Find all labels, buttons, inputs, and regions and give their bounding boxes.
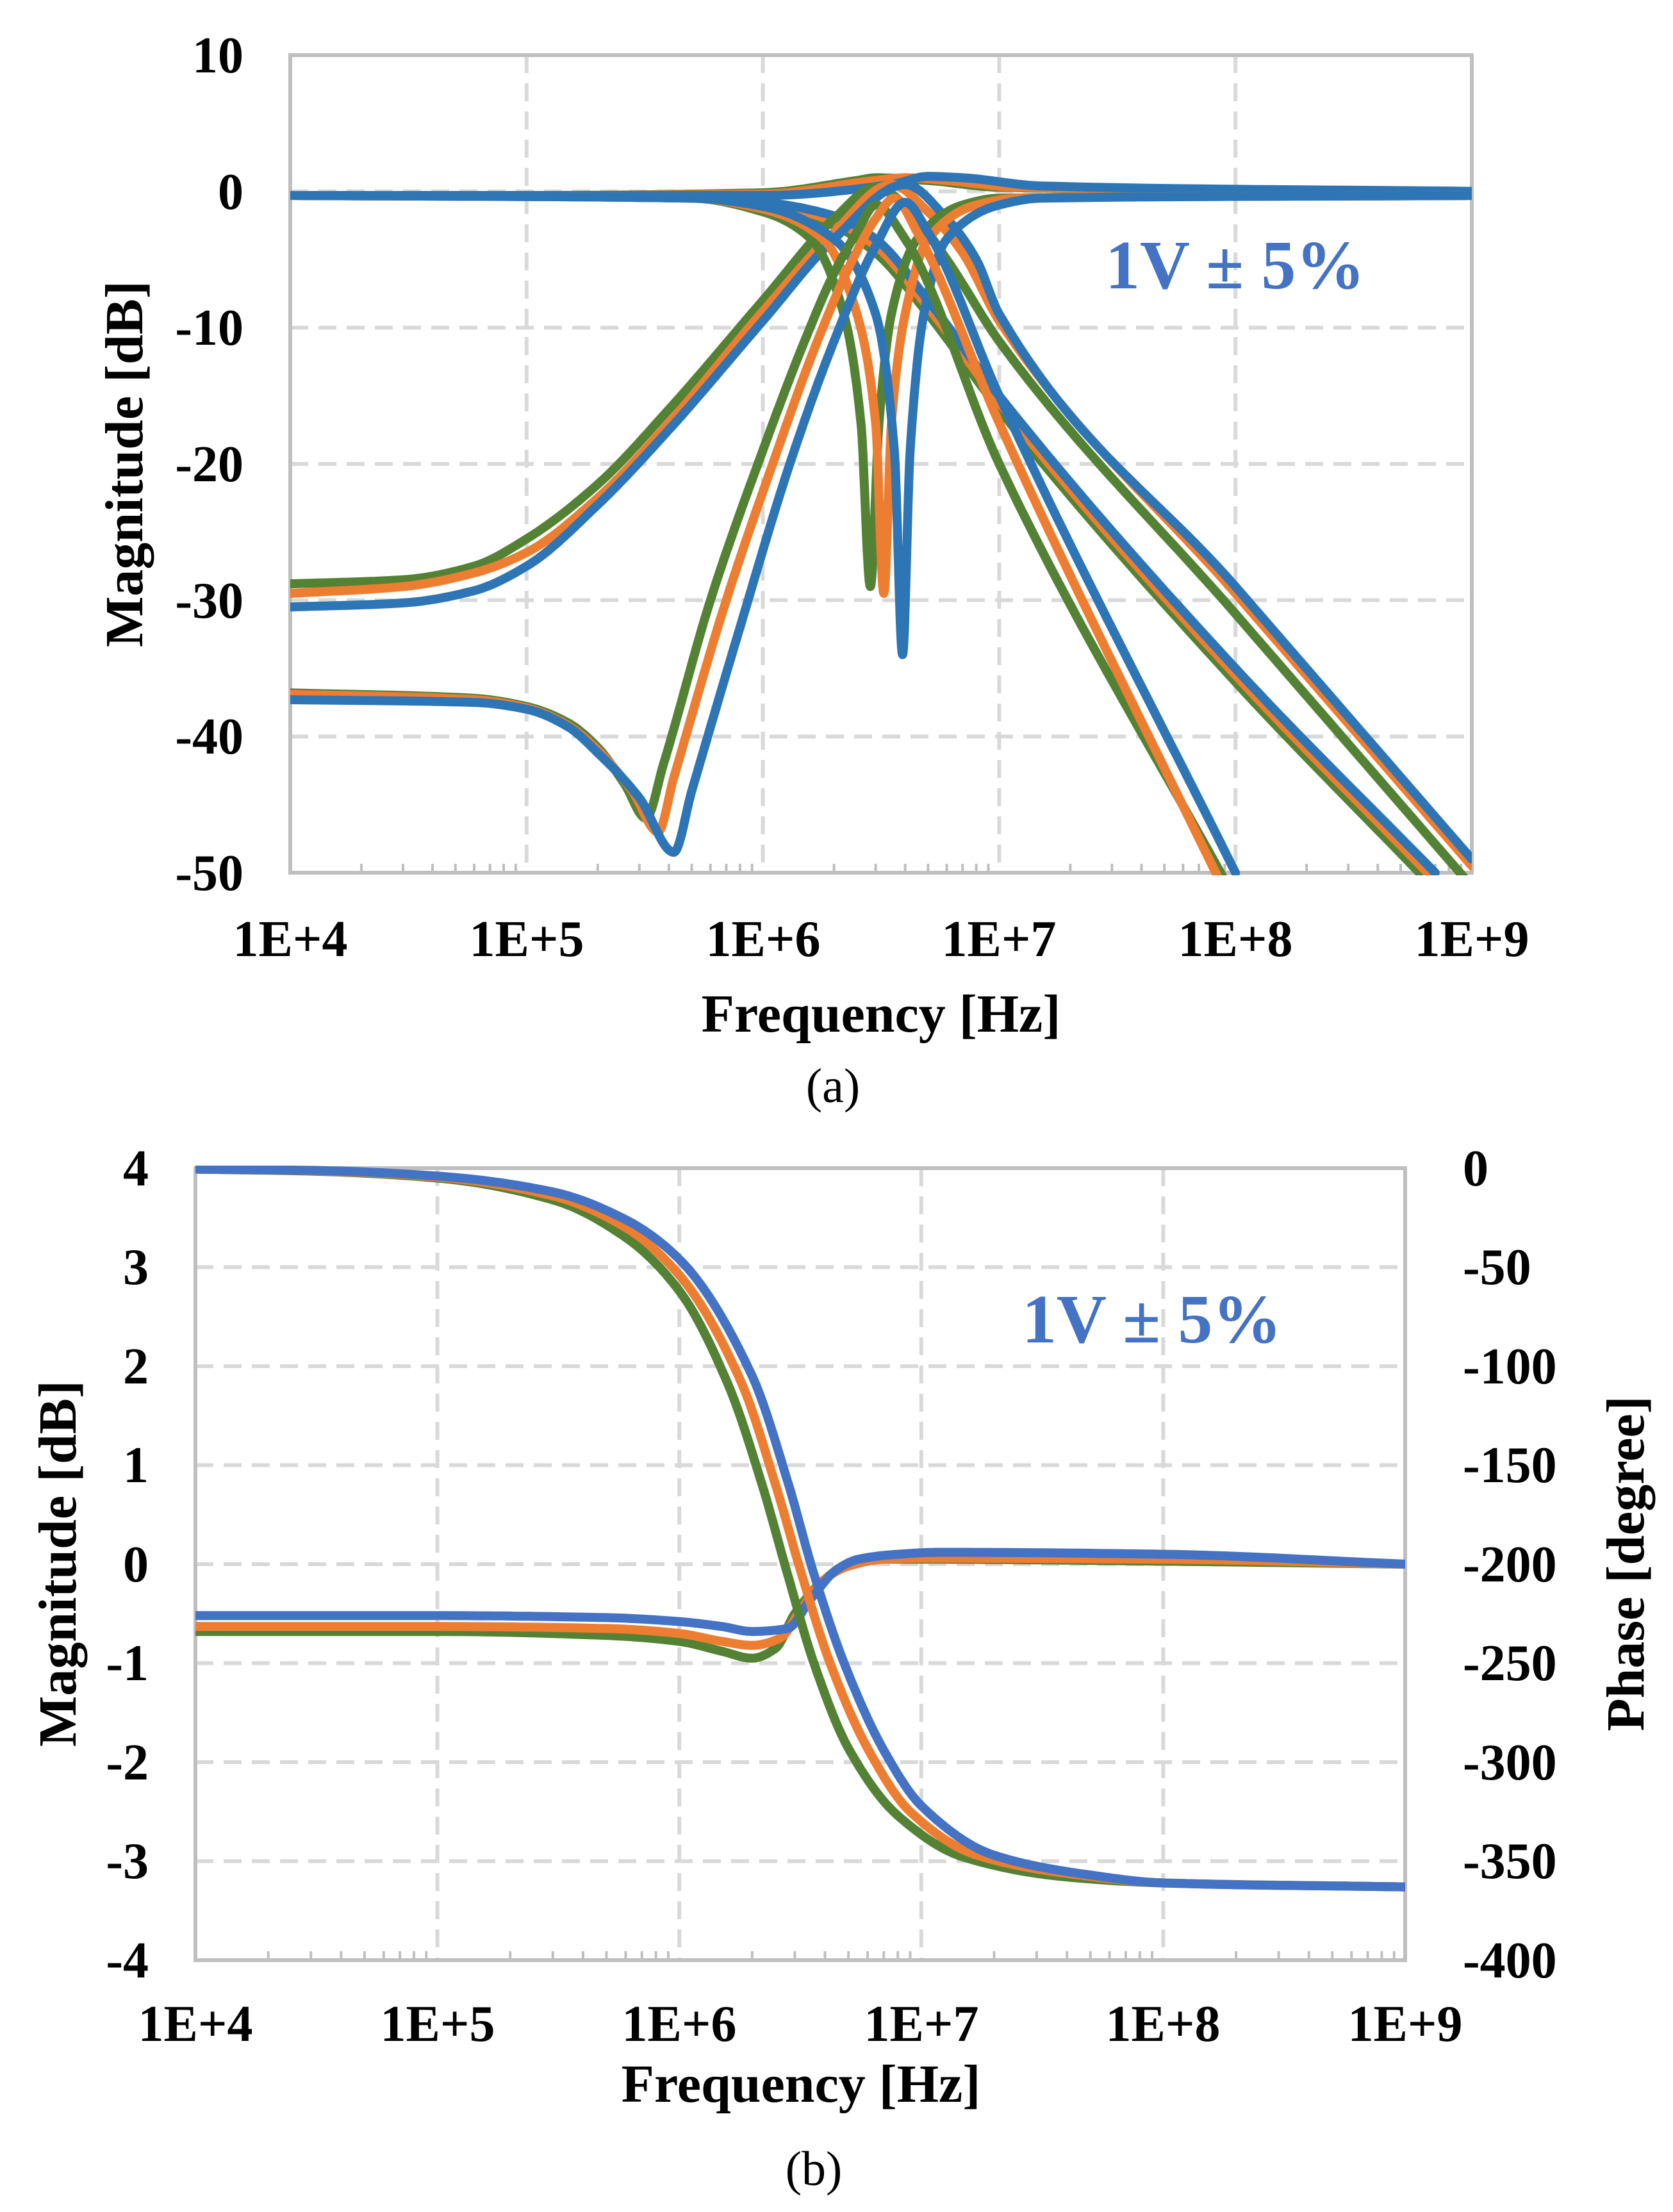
panel-a-x-tick: 1E+8 (1178, 911, 1293, 968)
panel-b-y2-tick: -150 (1463, 1437, 1557, 1494)
panel-a-y-tick: -20 (175, 436, 243, 493)
panel-b-series-group (195, 1166, 1405, 1892)
panel-a-lowpass-notch-blue-line (290, 197, 1240, 875)
panel-a-y-tick: 10 (192, 28, 243, 84)
panel-b-y2-tick: -50 (1463, 1239, 1531, 1296)
panel-a-y-ticks: 10 0 -10 -20 -30 -40 -50 (175, 28, 243, 902)
panel-a-plot-frame (288, 53, 1474, 875)
panel-b: 4 3 2 1 0 -1 -2 -3 -4 0 -50 -100 -150 -2… (28, 1141, 1656, 2196)
panel-a-bandpass-blue-line (290, 180, 1472, 864)
panel-a-x-axis-title: Frequency [Hz] (702, 984, 1061, 1044)
panel-a-y-tick: -50 (175, 845, 243, 902)
panel-b-y2-tick: -350 (1463, 1833, 1557, 1890)
panel-b-y2-tick: -100 (1463, 1339, 1557, 1395)
panel-b-y-axis-title: Magnitude [dB] (28, 1380, 88, 1747)
panel-a-y-tick: -30 (175, 573, 243, 629)
panel-b-y2-tick: -200 (1463, 1537, 1557, 1593)
panel-b-y-tick: -3 (106, 1833, 149, 1890)
panel-b-x-tick: 1E+4 (138, 1996, 253, 2052)
panel-b-y-tick: 3 (123, 1239, 149, 1296)
panel-b-annotation: 1V ± 5% (1022, 1282, 1282, 1358)
panel-b-series (195, 1166, 1405, 1892)
panel-b-x-tick: 1E+6 (622, 1996, 737, 2052)
panel-b-label: (b) (786, 2142, 843, 2196)
panel-b-x-tick: 1E+8 (1106, 1996, 1221, 2052)
panel-a-series-group (290, 172, 1472, 875)
panel-a-x-tick: 1E+7 (942, 911, 1057, 968)
panel-b-y-tick: -1 (106, 1635, 149, 1692)
panel-a-annotation: 1V ± 5% (1105, 227, 1365, 304)
panel-b-y-tick: 4 (123, 1141, 149, 1197)
panel-a-y-tick: -10 (175, 300, 243, 356)
panel-b-y2-tick: -400 (1463, 1933, 1557, 1989)
panel-a-y-axis-title: Magnitude [dB] (95, 281, 154, 647)
panel-b-x-tick: 1E+7 (864, 1996, 979, 2052)
panel-a-notch-blue-line (290, 191, 1472, 659)
panel-a: 10 0 -10 -20 -30 -40 -50 1E+4 1E+5 1E+6 … (95, 28, 1529, 1113)
panel-a-series (290, 172, 1472, 875)
panel-a-x-ticks: 1E+4 1E+5 1E+6 1E+7 1E+8 1E+9 (233, 911, 1529, 968)
panel-b-phase-blue-line (195, 1166, 1405, 1892)
panel-b-y-tick: -2 (106, 1735, 149, 1791)
panel-b-y2-tick: -300 (1463, 1735, 1557, 1791)
panel-b-grid (195, 1168, 1405, 1960)
panel-b-y2-axis-title: Phase [degree] (1596, 1396, 1656, 1731)
panel-b-y-tick: -4 (106, 1933, 149, 1989)
panel-b-y-tick: 0 (123, 1537, 149, 1593)
panel-b-y2-tick: -250 (1463, 1635, 1557, 1692)
panel-a-x-tick: 1E+5 (470, 911, 584, 968)
panel-a-x-tick: 1E+9 (1415, 911, 1529, 968)
panel-a-y-tick: -40 (175, 709, 243, 765)
panel-b-x-axis-title: Frequency [Hz] (622, 2054, 981, 2114)
panel-b-y-tick: 2 (123, 1339, 149, 1395)
panel-b-y2-ticks: 0 -50 -100 -150 -200 -250 -300 -350 -400 (1463, 1141, 1557, 1989)
panel-b-x-tick: 1E+9 (1348, 1996, 1463, 2052)
panel-b-x-ticks: 1E+4 1E+5 1E+6 1E+7 1E+8 1E+9 (138, 1996, 1463, 2052)
panel-b-x-tick: 1E+5 (381, 1996, 495, 2052)
panel-a-x-tick: 1E+6 (706, 911, 821, 968)
panel-b-y-ticks: 4 3 2 1 0 -1 -2 -3 -4 (106, 1141, 149, 1989)
panel-a-label: (a) (806, 1059, 860, 1113)
panel-b-y-tick: 1 (123, 1437, 149, 1494)
panel-a-bandpass-green-line (290, 183, 1469, 875)
panel-a-y-tick: 0 (218, 164, 243, 220)
panel-b-y2-tick: 0 (1463, 1141, 1488, 1197)
panel-a-x-tick: 1E+4 (233, 911, 348, 968)
